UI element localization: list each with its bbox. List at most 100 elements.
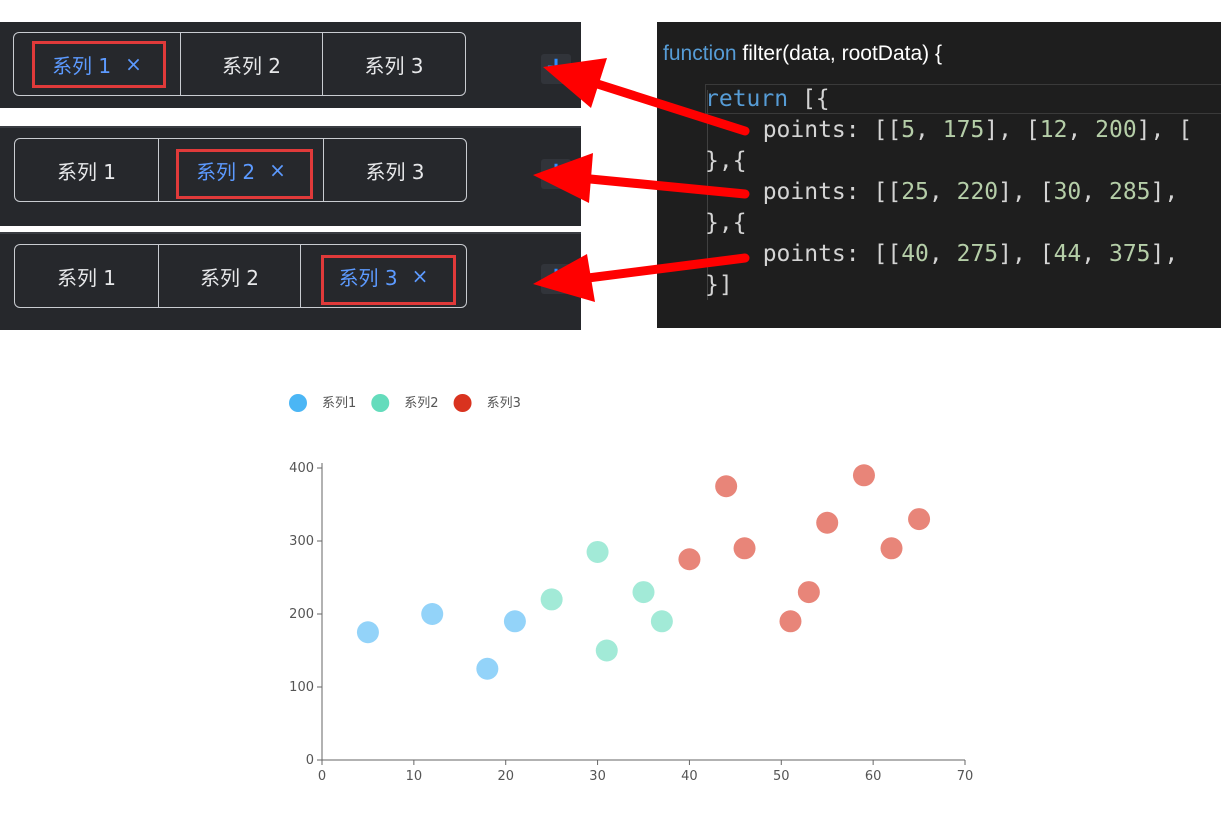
- tab-series-3[interactable]: 系列 3: [324, 139, 466, 201]
- tab-series-3[interactable]: 系列 3 ×: [301, 245, 466, 307]
- data-point-series-2: [540, 588, 563, 611]
- series-tab-bar: 系列 1 × 系列 2 系列 3: [13, 32, 466, 96]
- series-tab-bar: 系列 1 系列 2 × 系列 3: [14, 138, 467, 202]
- code-bracket: [: [1039, 179, 1054, 205]
- tab-series-2[interactable]: 系列 2: [159, 245, 301, 307]
- tab-label: 系列 1: [56, 265, 117, 290]
- y-tick-label: 400: [289, 461, 314, 476]
- series-tab-bar: 系列 1 系列 2 系列 3 ×: [14, 244, 467, 308]
- chart-points: [356, 464, 931, 680]
- code-text: ,: [1012, 241, 1040, 267]
- tab-label: 系列 3: [364, 53, 424, 78]
- return-keyword: return: [705, 86, 789, 112]
- tab-panel-series-1-selected: 系列 1 × 系列 2 系列 3 +: [0, 22, 581, 108]
- code-number: 25: [901, 179, 929, 205]
- highlight-box: [32, 41, 166, 88]
- y-tick-label: 300: [289, 534, 314, 549]
- code-editor-panel: function filter(data, rootData) { return…: [657, 22, 1221, 328]
- add-series-button[interactable]: +: [541, 159, 571, 189]
- code-text: ,: [928, 179, 957, 205]
- tab-panel-series-3-selected: 系列 1 系列 2 系列 3 × +: [0, 232, 581, 330]
- code-text: points: [: [735, 179, 888, 205]
- scatter-chart: 系列1 系列2 系列3 0 100 200 300 400 0 10 20 30 40 50 60 70: [289, 394, 974, 784]
- code-number: 375: [1108, 241, 1151, 267]
- data-point-series-3: [715, 475, 738, 498]
- code-text: ,: [998, 117, 1026, 143]
- x-tick-label: 30: [589, 769, 606, 784]
- data-point-series-2: [650, 610, 673, 633]
- function-keyword: function: [663, 42, 737, 65]
- code-number: 285: [1108, 179, 1151, 205]
- code-line-points-2: points: [[25, 220], [30, 285],: [735, 179, 1179, 205]
- code-text: points: [: [735, 117, 888, 143]
- data-point-series-1: [503, 610, 526, 633]
- legend-label-1: 系列1: [322, 396, 356, 411]
- code-number: 275: [956, 241, 999, 267]
- code-bracket: ]: [1150, 179, 1165, 205]
- code-text: points: [: [735, 241, 888, 267]
- data-point-series-1: [476, 657, 499, 680]
- code-text: ,: [1081, 241, 1109, 267]
- tab-label: 系列 2: [221, 53, 282, 78]
- code-text: ,: [1067, 117, 1096, 143]
- legend-marker-2: [371, 394, 390, 412]
- function-signature: filter(data, rootData) {: [736, 42, 942, 65]
- code-bracket: [: [887, 179, 902, 205]
- tab-label: 系列 3: [338, 265, 398, 290]
- data-point-series-3: [852, 464, 875, 487]
- tab-series-1[interactable]: 系列 1 ×: [14, 33, 181, 95]
- x-tick-label: 40: [681, 769, 698, 784]
- indent-guide: [707, 90, 708, 300]
- data-point-series-2: [632, 581, 655, 604]
- tab-panel-series-2-selected: 系列 1 系列 2 × 系列 3 +: [0, 126, 581, 226]
- x-tick-label: 70: [957, 769, 974, 784]
- code-line-separator: },{: [705, 210, 747, 236]
- code-number: 30: [1053, 179, 1082, 205]
- close-icon[interactable]: ×: [125, 52, 142, 76]
- code-text: ,: [1081, 179, 1109, 205]
- code-bracket: ]: [998, 179, 1012, 205]
- tab-label: 系列 2: [199, 265, 260, 290]
- tab-label: 系列 1: [52, 53, 112, 78]
- tab-label: 系列 3: [365, 159, 425, 184]
- code-number: 40: [901, 241, 929, 267]
- tab-series-2[interactable]: 系列 2: [181, 33, 323, 95]
- close-icon[interactable]: ×: [411, 264, 429, 288]
- close-icon[interactable]: ×: [269, 158, 286, 182]
- code-bracket: [: [887, 117, 902, 143]
- code-number: 12: [1039, 117, 1068, 143]
- tab-series-2[interactable]: 系列 2 ×: [159, 139, 324, 201]
- code-line-return: return [{: [705, 86, 830, 112]
- x-tick-label: 20: [497, 769, 514, 784]
- code-text: ,: [1164, 241, 1179, 267]
- code-bracket: ]: [1136, 117, 1151, 143]
- code-bracket: ]: [984, 117, 999, 143]
- tab-series-1[interactable]: 系列 1: [15, 245, 159, 307]
- code-text: ,: [1164, 179, 1179, 205]
- x-tick-label: 0: [318, 769, 326, 784]
- tab-series-1[interactable]: 系列 1: [15, 139, 159, 201]
- code-text: ,: [1012, 179, 1040, 205]
- code-line-separator: },{: [705, 148, 747, 174]
- code-number: 44: [1053, 241, 1082, 267]
- tab-series-3[interactable]: 系列 3: [323, 33, 465, 95]
- code-number: 200: [1095, 117, 1137, 143]
- code-number: 220: [956, 179, 999, 205]
- tab-label: 系列 2: [196, 159, 256, 184]
- tab-label: 系列 1: [56, 159, 117, 184]
- code-number: 5: [901, 117, 916, 143]
- legend-label-2: 系列2: [404, 396, 438, 411]
- y-tick-label: 0: [306, 753, 314, 768]
- data-point-series-3: [908, 508, 931, 531]
- add-series-button[interactable]: +: [541, 264, 571, 294]
- legend-marker-3: [453, 394, 472, 412]
- data-point-series-1: [421, 603, 444, 625]
- code-text: ,: [928, 241, 957, 267]
- code-bracket: [: [1039, 241, 1054, 267]
- code-line-points-1: points: [[5, 175], [12, 200], [: [735, 117, 1192, 143]
- code-line-points-3: points: [[40, 275], [44, 375],: [735, 241, 1179, 267]
- data-point-series-3: [816, 511, 839, 534]
- legend-marker-1: [289, 394, 307, 412]
- add-series-button[interactable]: +: [541, 54, 571, 84]
- data-point-series-1: [356, 621, 379, 644]
